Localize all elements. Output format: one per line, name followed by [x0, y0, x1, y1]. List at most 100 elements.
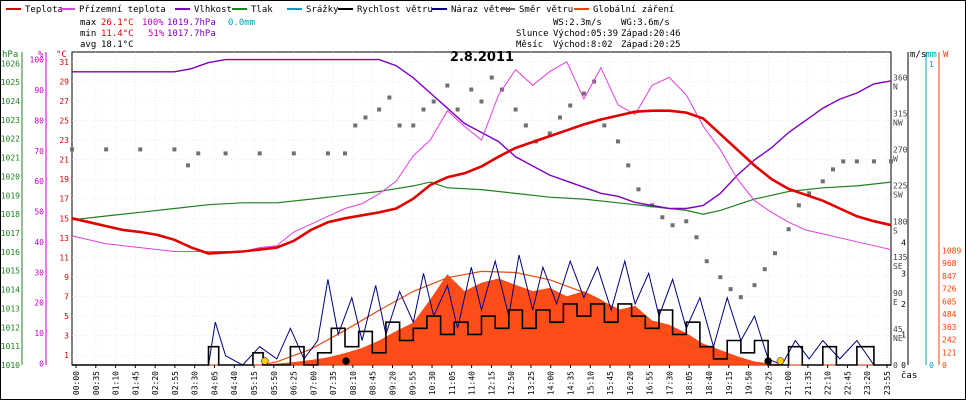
pct-tick-label: 30	[34, 268, 44, 277]
series-smer-vetru-point	[854, 159, 859, 164]
degc-tick-label: 11	[59, 253, 69, 262]
legend-label-3: Tlak	[251, 5, 273, 15]
series-smer-vetru-point	[291, 151, 296, 156]
deg-tick-label: 315	[893, 109, 908, 118]
legend-label-8: Globální záření	[593, 5, 674, 15]
ms-tick-label: 4	[901, 239, 906, 248]
hpa-tick-label: 1017	[1, 229, 20, 238]
x-tick-label: 16:20	[626, 371, 635, 395]
right-axes: m/s mm W360N315NW270W225SW180S135SE90E45NE…	[893, 50, 961, 370]
pct-tick-label: 20	[34, 299, 44, 308]
x-tick-label: 11:05	[448, 371, 457, 395]
x-tick-label: 18:05	[685, 371, 694, 395]
series-smer-vetru-point	[523, 123, 528, 128]
hpa-tick-label: 1012	[1, 323, 20, 332]
x-tick-label: 03:30	[191, 371, 200, 395]
legend-label-0: Teplota	[25, 5, 63, 15]
dir-tick-label: SE	[893, 262, 903, 271]
series-smer-vetru-point	[602, 123, 607, 128]
x-tick-label: 18:40	[705, 371, 714, 395]
stat-avg-label: avg	[80, 40, 96, 50]
hpa-tick-label: 1011	[1, 342, 20, 351]
series-teplota	[71, 109, 892, 255]
degc-tick-label: 1	[64, 351, 69, 360]
pct-tick-label: 40	[34, 238, 44, 247]
degc-tick-label: 31	[59, 58, 69, 67]
x-tick-label: 00:35	[92, 371, 101, 395]
series-smer-vetru-point	[841, 159, 846, 164]
hpa-tick-label: 1016	[1, 248, 20, 257]
series-smer-vetru-point	[684, 219, 689, 224]
sun-set: Západ:20:46	[621, 29, 681, 39]
series-smer-vetru-point	[421, 107, 426, 112]
series-smer-vetru-point	[807, 191, 812, 196]
wind-wg: WG:3.6m/s	[621, 18, 670, 28]
w-unit: W	[943, 50, 949, 60]
stat-min-hum: 51%	[148, 29, 165, 39]
series-rychlost-vetru	[72, 303, 891, 366]
series-smer-vetru-point	[820, 179, 825, 184]
series-naraz-vetru	[72, 254, 891, 366]
deg-tick-label: 45	[893, 325, 903, 334]
x-tick-label: 09:20	[389, 371, 398, 395]
series-smer-vetru-point	[431, 99, 436, 104]
x-tick-label: 00:00	[72, 371, 81, 395]
w-tick-label: 363	[942, 323, 957, 332]
series-smer-vetru-point	[445, 83, 450, 88]
legend-label-2: Vlhkost	[194, 5, 232, 15]
x-tick-label: 10:30	[428, 371, 437, 395]
x-tick-label: 12:15	[487, 371, 496, 395]
x-tick-label: 04:05	[211, 371, 220, 395]
pct-tick-label: 50	[34, 208, 44, 217]
degc-tick-label: 13	[59, 234, 69, 243]
w-tick-label: 968	[942, 259, 957, 268]
x-tick-label: 04:40	[230, 371, 239, 395]
dir-tick-label: NE	[893, 334, 903, 343]
pct-unit: %	[38, 50, 44, 60]
series-smer-vetru-point	[636, 187, 641, 192]
deg-tick-label: 270	[893, 145, 908, 154]
x-tick-label: 19:15	[725, 371, 734, 395]
mm-tick-label: 1	[929, 60, 934, 69]
w-tick-label: 484	[942, 310, 957, 319]
series-smer-vetru-point	[547, 131, 552, 136]
x-tick-label: 07:35	[329, 371, 338, 395]
x-tick-label: 21:35	[804, 371, 813, 395]
series-smer-vetru-point	[592, 79, 597, 84]
hpa-tick-label: 1025	[1, 78, 20, 87]
x-tick-label: 23:55	[883, 371, 892, 395]
stat-min-press: 1017.7hPa	[167, 29, 216, 39]
degc-tick-label: 23	[59, 136, 69, 145]
hpa-tick-label: 1018	[1, 210, 20, 219]
x-tick-label: 14:00	[547, 371, 556, 395]
legend-label-7: Směr větru	[519, 5, 573, 15]
deg-tick-label: 90	[893, 289, 903, 298]
pct-tick-label: 60	[34, 177, 44, 186]
degc-tick-label: 3	[64, 332, 69, 341]
degc-tick-label: 29	[59, 77, 69, 86]
mm-unit: mm	[926, 50, 937, 60]
w-tick-label: 0	[942, 361, 947, 370]
series-smer-vetru-point	[694, 235, 699, 240]
x-tick-label: 08:45	[369, 371, 378, 395]
series-tlak	[71, 181, 892, 221]
series-smer-vetru-point	[557, 115, 562, 120]
x-tick-label: 22:45	[843, 371, 852, 395]
series-smer-vetru-point	[738, 295, 743, 300]
x-tick-label: 07:00	[309, 371, 318, 395]
degc-tick-label: 15	[59, 214, 69, 223]
plot-area	[70, 58, 893, 366]
moon-set: Západ:20:25	[621, 40, 681, 50]
series-smer-vetru-point	[728, 287, 733, 292]
hpa-tick-label: 1014	[1, 286, 20, 295]
sun-moon-marker	[776, 357, 785, 365]
series-smer-vetru-point	[257, 151, 262, 156]
series-smer-vetru-point	[513, 107, 518, 112]
degc-unit: °C	[56, 50, 67, 60]
stat-max-rain: 0.0mm	[228, 18, 255, 28]
series-smer-vetru-point	[387, 95, 392, 100]
series-smer-vetru-point	[796, 203, 801, 208]
hpa-tick-label: 1023	[1, 116, 20, 125]
degc-tick-label: 19	[59, 175, 69, 184]
series-smer-vetru-point	[343, 151, 347, 156]
